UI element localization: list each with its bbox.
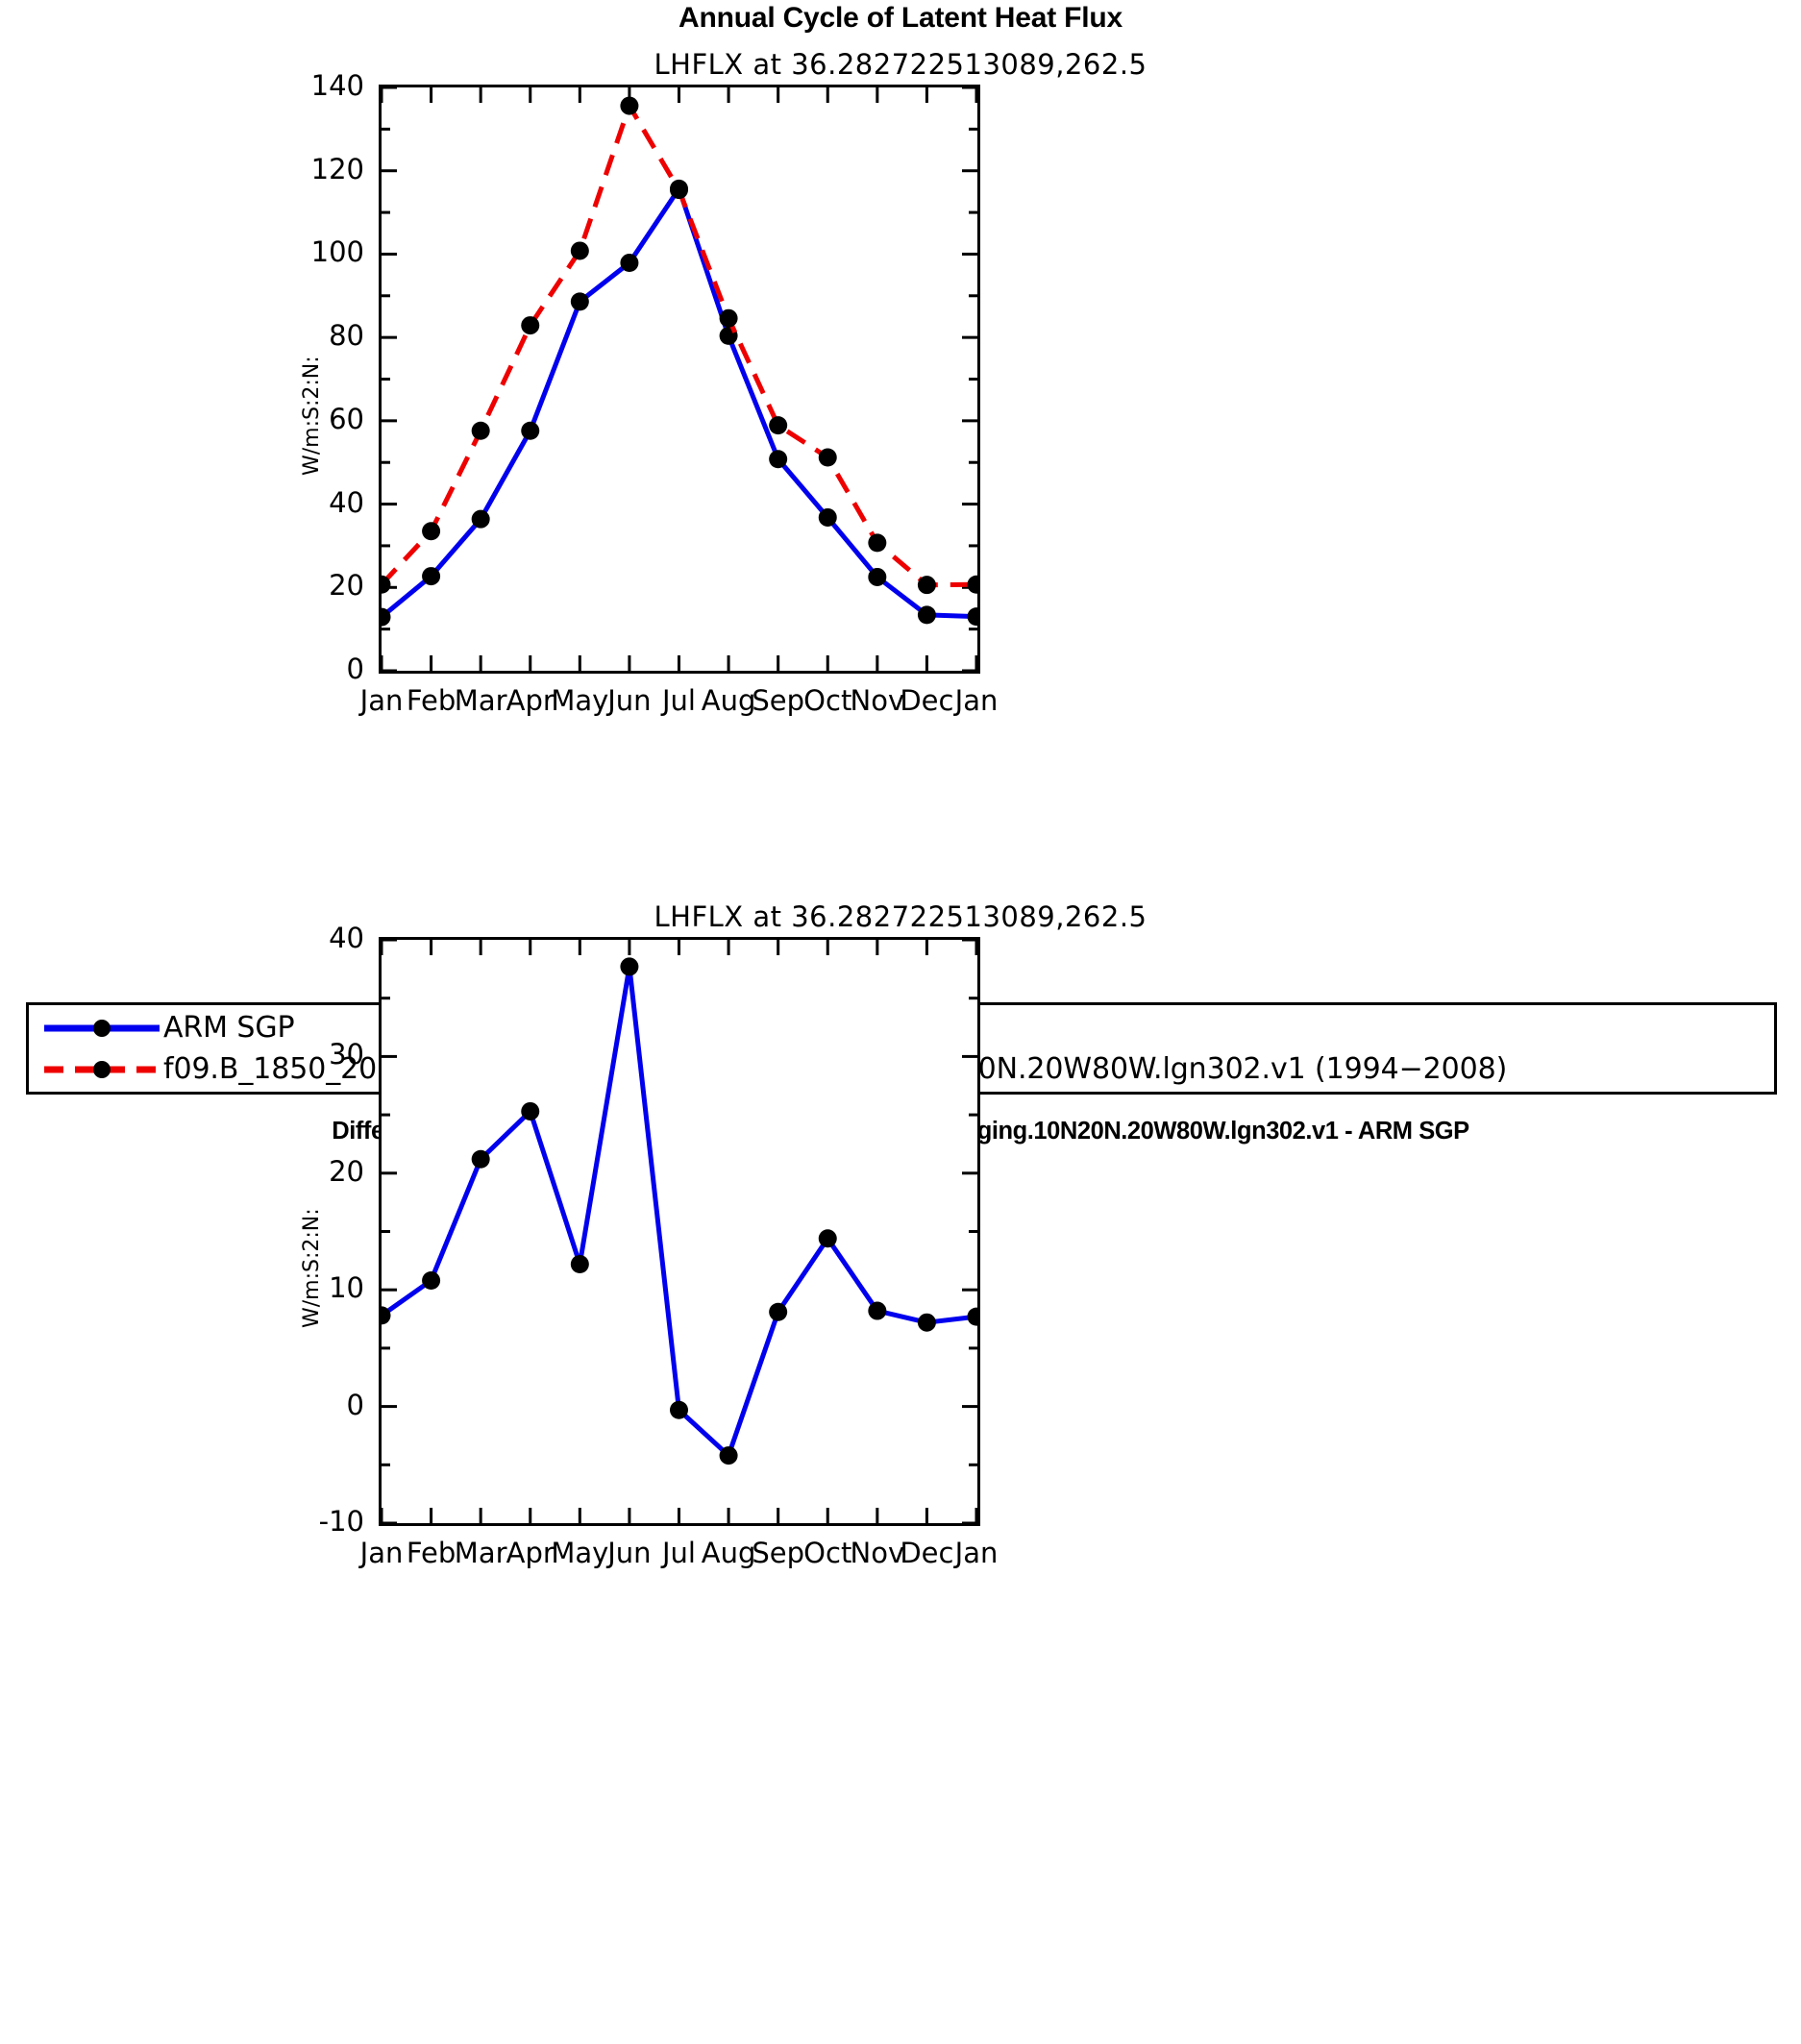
data-point [818,448,837,467]
x-tick-label: Dec [900,684,954,717]
y-tick-label: 0 [346,1388,364,1421]
data-point [917,576,936,595]
data-point [769,1302,788,1321]
y-tick-label: 40 [329,485,364,519]
data-point [818,1229,837,1248]
data-point [670,181,688,200]
x-tick-label: Mar [454,684,507,717]
x-tick-label: Apr [506,1537,555,1569]
data-point [620,96,639,115]
x-tick-label: Mar [454,1537,507,1569]
top-panel-title: Annual Cycle of Latent Heat Flux [678,2,1123,34]
x-tick-label: Sep [752,684,804,717]
data-point [422,1270,441,1290]
data-point [769,416,788,435]
difference-plot-frame [379,937,980,1526]
x-tick-label: Jan [954,1537,999,1569]
data-point [422,567,441,586]
y-tick-label: 80 [329,319,364,353]
y-tick-label: 120 [310,152,364,185]
data-point [868,567,887,586]
legend-line-sample-model [40,1050,163,1089]
data-point [521,1101,540,1121]
y-tick-label: -10 [318,1505,364,1538]
y-tick-label: 140 [310,69,364,102]
series-line-1 [382,103,977,588]
x-tick-label: Jan [359,684,404,717]
data-point [382,607,391,627]
data-point [868,1301,887,1320]
x-tick-label: May [551,1537,609,1569]
x-tick-label: Nov [850,684,905,717]
data-point [521,316,540,335]
data-point [382,1306,391,1325]
data-point [719,1446,738,1465]
y-tick-label: 30 [329,1038,364,1071]
difference-plot-area [382,940,977,1523]
data-point [719,308,738,328]
diff-panel-subtitle: LHFLX at 36.282722513089,262.5 [654,900,1147,933]
y-tick-label: 60 [329,402,364,435]
legend-label-arm-sgp: ARM SGP [163,1011,295,1045]
x-tick-label: Oct [803,684,852,717]
data-point [422,522,441,541]
data-point [570,1254,589,1273]
data-point [620,254,639,273]
annual-cycle-plot-frame [379,85,980,674]
series-line-0 [382,964,977,1459]
x-tick-label: Aug [701,684,756,717]
series-line-0 [382,185,977,620]
data-point [967,575,977,594]
x-tick-label: Jul [662,1537,696,1569]
x-tick-label: May [551,684,609,717]
annual-cycle-plot-area [382,87,977,671]
y-tick-label: 20 [329,569,364,603]
data-point [620,957,639,976]
data-point [967,1307,977,1326]
x-tick-label: Jun [607,1537,652,1569]
y-tick-label: 100 [310,235,364,269]
data-point [769,450,788,469]
x-tick-label: Jun [607,684,652,717]
data-point [521,421,540,440]
data-point [967,607,977,627]
legend-entry-arm-sgp: ARM SGP [40,1007,295,1049]
difference-y-axis-title: W/m:S:2:N: [300,1208,324,1328]
y-tick-label: 10 [329,1271,364,1305]
data-point [818,507,837,527]
data-point [570,292,589,311]
x-tick-label: Jan [954,684,999,717]
legend-swatch-icon [44,1061,160,1078]
x-tick-label: Jul [662,684,696,717]
x-tick-label: Dec [900,1537,954,1569]
top-panel-subtitle: LHFLX at 36.282722513089,262.5 [654,48,1147,81]
x-tick-label: Oct [803,1537,852,1569]
data-point [471,421,490,440]
data-point [471,509,490,529]
y-tick-label: 0 [346,653,364,685]
legend-line-sample-arm-sgp [40,1009,163,1047]
data-point [471,1149,490,1169]
x-tick-label: Feb [406,684,456,717]
y-tick-label: 40 [329,922,364,954]
x-tick-label: Jan [359,1537,404,1569]
x-tick-label: Sep [752,1537,804,1569]
data-point [570,241,589,260]
x-tick-label: Feb [406,1537,456,1569]
x-tick-label: Aug [701,1537,756,1569]
data-point [670,1400,688,1419]
x-tick-label: Nov [850,1537,905,1569]
data-point [382,575,391,594]
y-tick-label: 20 [329,1154,364,1188]
data-point [868,533,887,553]
x-tick-label: Apr [506,684,555,717]
legend-swatch-icon [44,1020,160,1037]
data-point [917,1313,936,1332]
data-point [917,605,936,625]
